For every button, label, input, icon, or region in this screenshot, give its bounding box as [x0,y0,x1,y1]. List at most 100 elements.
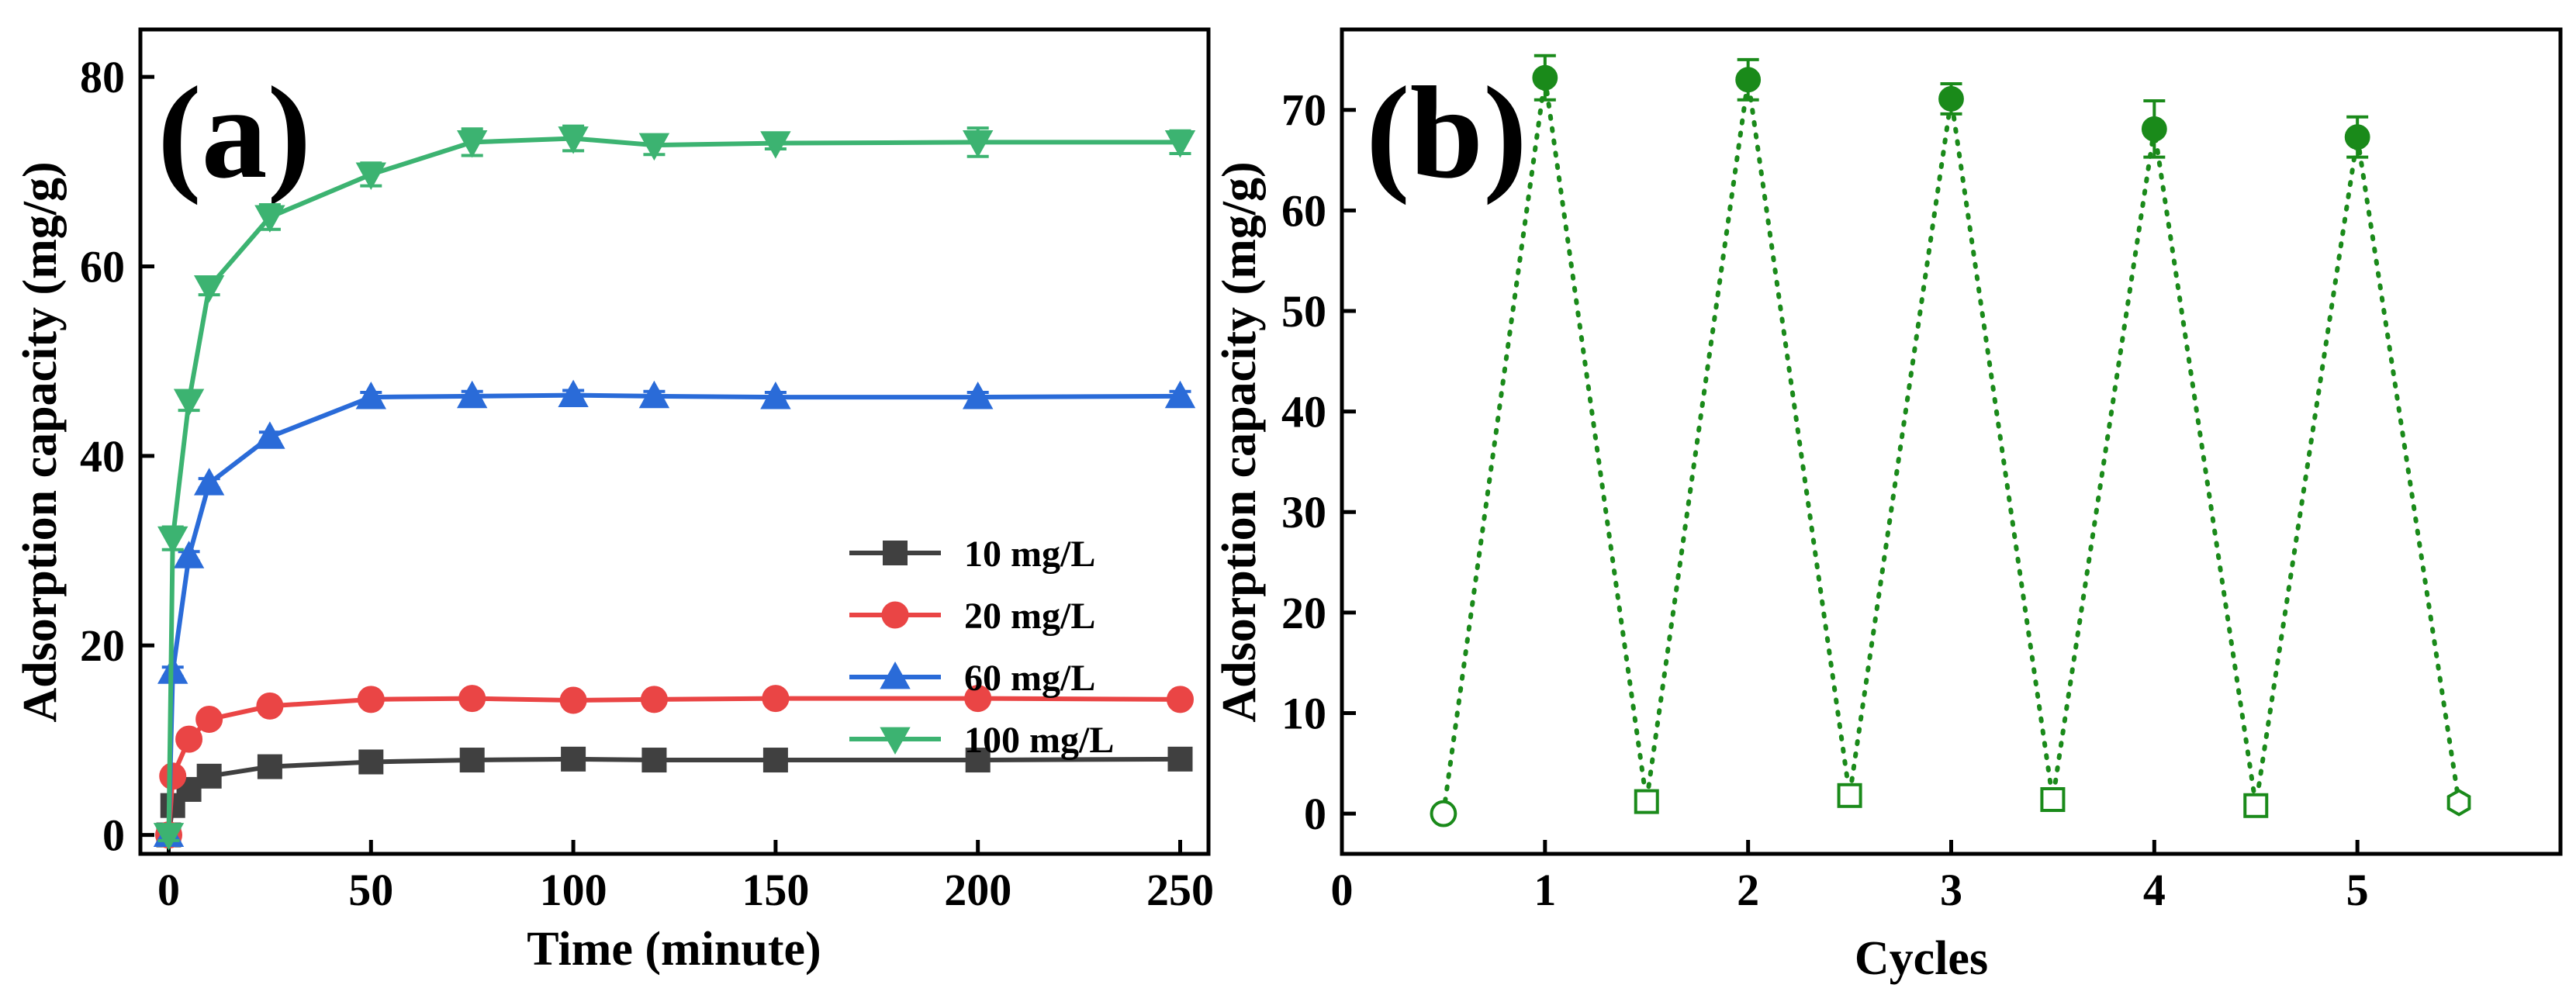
legend-label: 60 mg/L [964,658,1095,699]
data-point [965,748,991,773]
series-line [166,696,1181,835]
adsorption-point [1938,82,1964,116]
data-point [159,762,187,790]
data-point [760,131,791,159]
y-tick-label: 20 [80,620,125,671]
y-tick-label: 30 [1281,487,1326,537]
y-tick-label: 0 [102,810,125,861]
data-point [153,823,185,851]
data-point [762,685,790,713]
data-point [173,541,205,568]
x-tick-label: 3 [1940,865,1962,915]
data-point [157,526,188,555]
data-point [1430,800,1457,827]
data-point [2243,793,2269,818]
desorption-point [2243,793,2269,818]
y-axis-title-a: Adsorption capacity (mg/g) [14,161,67,722]
data-point [193,468,225,496]
x-tick-label: 100 [540,865,607,915]
data-point [558,379,589,408]
y-tick-label: 60 [1281,185,1326,236]
y-tick-label: 80 [80,52,125,102]
data-point [457,130,488,158]
x-tick-label: 50 [348,865,393,915]
x-axis-title-a: Time (minute) [527,923,821,976]
legend-marker [880,661,911,689]
data-point [254,205,285,233]
data-point [355,162,387,191]
legend-a: 10 mg/L 20 mg/L 60 mg/L 100 mg/L [849,534,1114,761]
data-point [2446,789,2471,817]
series-10-mg-l [156,746,1193,848]
cycle-dotted-line [1440,77,2462,817]
data-point [195,705,223,733]
legend-label: 10 mg/L [964,534,1095,575]
adsorption-point [2141,99,2167,159]
y-tick-label: 60 [80,241,125,292]
data-point [358,749,384,775]
data-point [1167,746,1193,772]
data-point [760,382,791,409]
data-point [1634,789,1659,814]
data-point [1938,86,1964,112]
data-point [254,421,285,449]
y-axis-title-b: Adsorption capacity (mg/g) [1213,161,1266,722]
data-point [2344,124,2370,150]
x-tick-label: 4 [2143,865,2166,915]
series-line [166,392,1181,835]
legend-label: 20 mg/L [964,596,1095,637]
adsorption-point [1735,57,1762,102]
legend-entry: 100 mg/L [849,720,1114,761]
data-point [1164,130,1196,158]
adsorption-point [1532,54,1558,102]
desorption-point [1430,800,1457,827]
data-point [638,380,670,409]
y-tick-label: 0 [1304,789,1326,839]
data-point [175,725,203,753]
data-point [561,746,586,772]
legend-marker [880,727,911,755]
data-point [357,686,385,713]
legend-marker [883,541,908,565]
data-point [2040,786,2066,812]
plot-frame-a [138,27,1211,856]
legend-entry: 60 mg/L [849,658,1095,699]
desorption-point [1634,789,1659,814]
series-layer-a [153,124,1196,851]
legend-entry: 10 mg/L [849,534,1095,575]
y-axis-ticks-b: 0 10 20 30 40 50 60 70 [1281,85,1356,839]
legend-label: 100 mg/L [964,720,1114,761]
panel-b-label: (b) [1366,60,1527,206]
data-point [641,748,667,773]
y-tick-label: 20 [1281,588,1326,638]
desorption-point [2040,786,2066,812]
x-tick-label: 2 [1737,865,1759,915]
data-point [558,126,589,154]
x-tick-label: 150 [742,865,809,915]
adsorption-point [2344,115,2370,159]
data-point [640,686,668,713]
series-line [166,756,1181,835]
data-point [257,754,282,779]
series-20-mg-l [155,685,1194,849]
x-axis-ticks-a: 0 50 100 150 200 250 [157,840,1214,915]
series-layer-b [1430,54,2471,827]
chart-panel-a: (a) 0 20 40 60 80 0 50 100 150 200 250 Time (minu… [14,27,1214,976]
data-point [355,382,387,409]
data-point [2141,116,2167,142]
data-point [559,686,587,714]
data-point [458,685,486,713]
data-point [256,692,284,720]
y-axis-ticks-a: 0 20 40 60 80 [80,52,154,861]
desorption-point [2446,789,2471,817]
data-point [638,133,670,161]
data-point [762,748,788,773]
legend-marker [881,601,909,629]
legend-entry: 20 mg/L [849,596,1095,637]
data-point [964,685,992,713]
x-tick-label: 1 [1533,865,1556,915]
data-point [962,130,994,158]
x-tick-label: 200 [944,865,1011,915]
x-axis-title-b: Cycles [1855,932,1988,985]
